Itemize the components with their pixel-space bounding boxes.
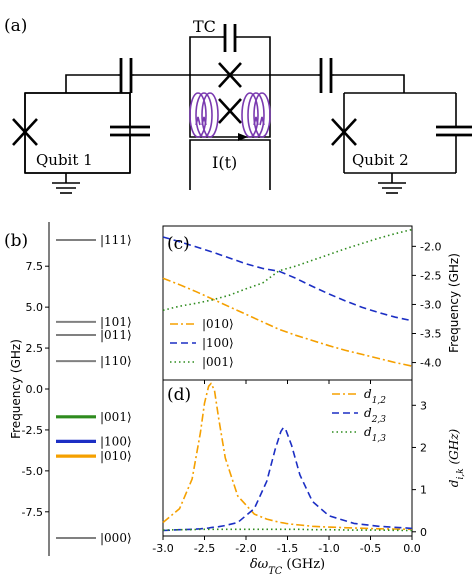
y-tick-label: 0: [420, 526, 427, 539]
circuit-diagram: (a): [4, 16, 472, 194]
legend-label: d1,2: [364, 387, 386, 406]
x-axis-label: δωTC (GHz): [250, 557, 325, 574]
x-tick-label: -0.5: [360, 542, 381, 555]
energy-level-label: |110⟩: [100, 354, 132, 368]
legend-label: d1,3: [364, 425, 386, 444]
y-tick-label: -2.5: [22, 424, 43, 437]
y-tick-label: -2.0: [420, 240, 441, 253]
coupling-capacitor-right: [319, 58, 333, 93]
y-tick-label: -3.5: [420, 328, 441, 341]
energy-level-label: |011⟩: [100, 328, 132, 342]
josephson-junction-q2: [331, 118, 357, 146]
legend-label: |001⟩: [202, 355, 234, 369]
x-tick-label: -2.5: [194, 542, 215, 555]
flux-coil-left: [189, 92, 219, 138]
panel-d-label: (d): [167, 385, 191, 405]
energy-level-label: |000⟩: [100, 531, 132, 545]
wire-left-top: [65, 74, 118, 93]
y-tick-label: -2.5: [420, 269, 441, 282]
y-axis-label: Frequency (GHz): [9, 339, 23, 439]
tc-label: TC: [193, 17, 216, 36]
energy-level-label: |101⟩: [100, 315, 132, 329]
panel-a-label: (a): [4, 16, 27, 36]
y-tick-label: 0.0: [26, 383, 44, 396]
y-tick-label: -5.0: [22, 465, 43, 478]
y-tick-label: 1: [420, 484, 427, 497]
x-tick-label: 0.0: [403, 542, 421, 555]
energy-level-label: |001⟩: [100, 410, 132, 424]
tc-capacitor: [223, 24, 237, 52]
x-tick-label: -3.0: [152, 542, 173, 555]
shunt-capacitor-q1: [110, 125, 150, 137]
legend-label: d2,3: [364, 406, 386, 425]
ground-q1: [52, 173, 80, 194]
y-tick-label: 2: [420, 441, 427, 454]
series-line-1: [162, 236, 413, 322]
series-line-2: [162, 228, 413, 312]
y-tick-label: -4.0: [420, 357, 441, 370]
qubit-2-label: Qubit 2: [352, 151, 409, 169]
series-line-0: [162, 277, 413, 367]
series-line-2: [162, 528, 413, 532]
y-tick-label: 7.5: [26, 260, 44, 273]
energy-level-label: |010⟩: [100, 449, 132, 463]
y-tick-label: -7.5: [22, 506, 43, 519]
y-axis-label: Frequency (GHz): [447, 253, 461, 353]
panel-b-level-diagram: -7.5 -5.0 -2.5 0.0 2.5 5.0 7.5 Frequency (GHz) |…: [9, 222, 132, 556]
series-line-0: [162, 382, 413, 531]
energy-level-label: |111⟩: [100, 233, 132, 247]
current-label: I(t): [212, 153, 237, 172]
shunt-capacitor-q2: [436, 125, 472, 137]
y-tick-label: 3: [420, 399, 427, 412]
tunable-coupler-circuit: [189, 24, 271, 190]
squid-junction-bottom: [218, 98, 242, 124]
squid-junction-top: [218, 62, 242, 88]
flux-coil-right: [241, 92, 271, 138]
series-line-1: [162, 426, 413, 532]
qubit-1-circuit: [12, 92, 150, 194]
x-tick-label: -1.0: [318, 542, 339, 555]
qubit-1-label: Qubit 1: [36, 151, 93, 169]
coupling-capacitor-left: [119, 58, 133, 93]
panel-c-label: (c): [167, 234, 190, 254]
x-tick-label: -1.5: [277, 542, 298, 555]
panel-b-label: (b): [4, 231, 28, 251]
y-tick-label: 2.5: [26, 342, 44, 355]
legend-label: |010⟩: [202, 317, 234, 331]
y-tick-label: -3.0: [420, 298, 441, 311]
legend-label: |100⟩: [202, 336, 234, 350]
energy-level-label: |100⟩: [100, 434, 132, 448]
panel-d-coupling-chart: 0 1 2 3 -3.0 -2.5 -2.0 -1.5 -1.0 -0.5 0.0 di,k (GHz…: [152, 379, 466, 574]
y-axis-label: di,k (GHz): [447, 428, 466, 487]
panel-c-spectrum-chart: -2.0 -2.5 -3.0 -3.5 -4.0 Frequency (GHz) |010⟩…: [162, 225, 461, 384]
y-tick-label: 5.0: [26, 301, 44, 314]
josephson-junction-q1: [12, 118, 38, 146]
ground-q2: [378, 173, 406, 194]
x-tick-label: -2.0: [235, 542, 256, 555]
qubit-2-circuit: [331, 92, 472, 194]
